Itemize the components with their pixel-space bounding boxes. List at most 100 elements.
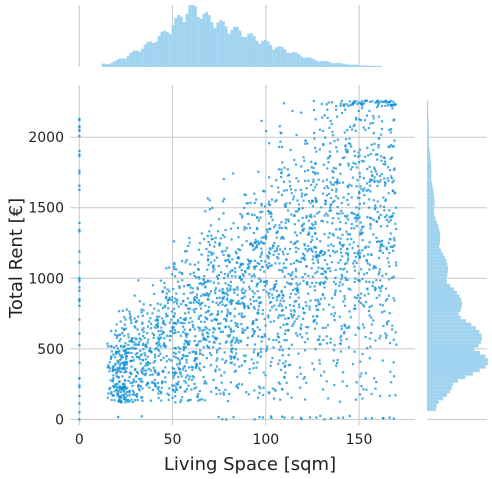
scatter-point (299, 326, 302, 329)
scatter-point (221, 358, 224, 361)
scatter-point (349, 288, 352, 291)
scatter-point (184, 316, 187, 320)
scatter-point (297, 260, 301, 263)
scatter-point (265, 345, 269, 348)
scatter-point (253, 267, 256, 271)
scatter-point (225, 315, 229, 318)
scatter-point (363, 187, 366, 190)
scatter-point (291, 324, 294, 327)
scatter-point (294, 189, 297, 192)
scatter-point (329, 204, 332, 207)
scatter-point (272, 253, 275, 256)
scatter-point (167, 393, 171, 397)
scatter-point (283, 189, 286, 192)
scatter-point (353, 154, 356, 158)
scatter-point (320, 267, 323, 270)
scatter-point (315, 256, 318, 259)
scatter-point (234, 369, 238, 372)
scatter-point (328, 232, 331, 235)
scatter-point (364, 417, 367, 420)
scatter-point (392, 249, 395, 252)
scatter-point (272, 244, 275, 247)
scatter-point (355, 261, 358, 264)
scatter-point (353, 269, 356, 272)
scatter-point (287, 173, 291, 176)
y-histogram-bar (427, 213, 435, 217)
x-tick-label: 0 (75, 432, 84, 448)
scatter-point (358, 192, 361, 195)
scatter-point (111, 380, 114, 383)
scatter-point (217, 274, 220, 277)
scatter-point (201, 283, 204, 286)
x-histogram-bar (277, 46, 281, 67)
scatter-point (124, 388, 127, 391)
scatter-point (140, 353, 143, 356)
scatter-point (298, 306, 301, 309)
scatter-point (249, 302, 253, 306)
scatter-point (317, 303, 320, 306)
scatter-point (379, 213, 382, 216)
scatter-point (243, 304, 246, 308)
scatter-point (294, 231, 297, 234)
scatter-point (319, 240, 322, 243)
scatter-point (163, 281, 166, 285)
scatter-point (262, 288, 265, 292)
scatter-point (205, 292, 208, 295)
scatter-point (314, 231, 317, 234)
x-histogram-bar (163, 30, 167, 68)
scatter-point (303, 254, 306, 257)
scatter-point (215, 296, 219, 300)
scatter-point (214, 291, 217, 295)
scatter-point (188, 351, 191, 354)
scatter-point (355, 297, 358, 300)
scatter-point (121, 309, 124, 312)
scatter-point (219, 237, 222, 240)
scatter-point (141, 396, 144, 399)
x-histogram-bar (224, 26, 228, 67)
scatter-point (119, 370, 123, 373)
scatter-point (366, 287, 369, 290)
scatter-point (268, 292, 271, 295)
scatter-point (202, 282, 206, 285)
scatter-point (159, 279, 162, 282)
scatter-point (264, 234, 267, 237)
scatter-point (315, 253, 318, 257)
scatter-point (318, 335, 321, 338)
scatter-point (179, 334, 183, 337)
scatter-point (214, 370, 217, 373)
scatter-point (299, 231, 302, 234)
scatter-point (214, 236, 217, 239)
scatter-point (379, 174, 382, 178)
scatter-point (365, 114, 368, 117)
scatter-point (128, 310, 131, 313)
scatter-point (336, 178, 339, 181)
scatter-point (116, 394, 119, 397)
scatter-point (346, 185, 349, 188)
scatter-point (173, 262, 176, 265)
scatter-point (248, 243, 252, 246)
scatter-point (312, 255, 315, 258)
scatter-point (319, 374, 323, 377)
x-histogram-bar (213, 28, 217, 68)
y-histogram-bar (427, 171, 432, 175)
scatter-point (268, 247, 271, 250)
scatter-point (111, 379, 115, 382)
scatter-point (224, 361, 227, 364)
scatter-point (344, 138, 348, 141)
scatter-point (336, 358, 339, 362)
scatter-point (334, 181, 337, 184)
scatter-point (252, 299, 256, 303)
scatter-point (339, 339, 343, 342)
y-tick-label: 1000 (28, 271, 64, 287)
scatter-point (244, 354, 247, 357)
scatter-point (223, 197, 226, 201)
scatter-point (339, 267, 342, 270)
scatter-point (379, 240, 382, 243)
scatter-point (365, 189, 368, 192)
scatter-point (280, 171, 283, 175)
scatter-point (360, 268, 363, 271)
scatter-point (315, 150, 318, 153)
scatter-point (236, 226, 239, 230)
scatter-point (363, 102, 366, 105)
scatter-point (311, 315, 315, 318)
